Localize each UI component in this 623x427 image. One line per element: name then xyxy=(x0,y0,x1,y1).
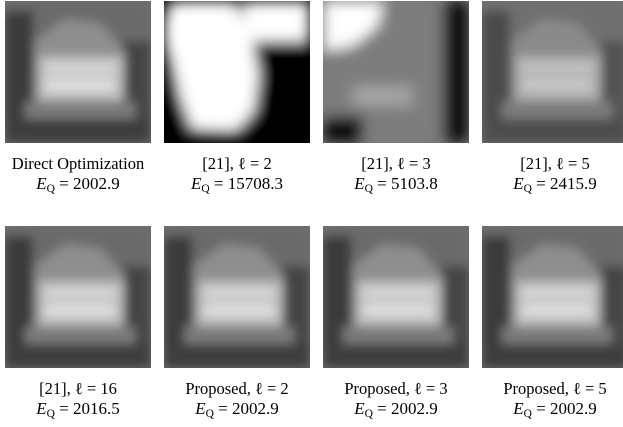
figure-image xyxy=(164,1,310,143)
caption-energy: EQ = 2016.5 xyxy=(36,399,120,420)
caption: Proposed, ℓ = 5 EQ = 2002.9 xyxy=(472,379,623,424)
caption: [21], ℓ = 5 EQ = 2415.9 xyxy=(472,154,623,199)
caption: [21], ℓ = 2 EQ = 15708.3 xyxy=(154,154,320,199)
figure-image xyxy=(164,226,310,368)
caption-energy: EQ = 2002.9 xyxy=(513,399,597,420)
caption-method: Proposed, ℓ = 2 xyxy=(185,379,289,398)
caption-method: Proposed, ℓ = 3 xyxy=(344,379,448,398)
caption-method: [21], ℓ = 3 xyxy=(361,154,431,173)
figure-image xyxy=(323,226,469,368)
caption: [21], ℓ = 3 EQ = 5103.8 xyxy=(313,154,479,199)
caption-energy: EQ = 2002.9 xyxy=(195,399,279,420)
caption-method: Proposed, ℓ = 5 xyxy=(503,379,607,398)
figure-image xyxy=(323,1,469,143)
caption: Proposed, ℓ = 2 EQ = 2002.9 xyxy=(154,379,320,424)
caption-energy: EQ = 2002.9 xyxy=(36,174,120,195)
caption-method: [21], ℓ = 2 xyxy=(202,154,272,173)
caption-energy: EQ = 2002.9 xyxy=(354,399,438,420)
figure-image xyxy=(5,1,151,143)
caption-method: [21], ℓ = 5 xyxy=(520,154,590,173)
caption-energy: EQ = 2415.9 xyxy=(513,174,597,195)
caption: Proposed, ℓ = 3 EQ = 2002.9 xyxy=(313,379,479,424)
figure-image xyxy=(5,226,151,368)
caption-energy: EQ = 5103.8 xyxy=(354,174,438,195)
figure-image xyxy=(482,1,623,143)
caption: [21], ℓ = 16 EQ = 2016.5 xyxy=(0,379,161,424)
caption-method: Direct Optimization xyxy=(11,154,145,173)
caption: Direct Optimization EQ = 2002.9 xyxy=(0,154,161,199)
figure-image xyxy=(482,226,623,368)
caption-method: [21], ℓ = 16 xyxy=(39,379,117,398)
caption-energy: EQ = 15708.3 xyxy=(190,174,284,195)
